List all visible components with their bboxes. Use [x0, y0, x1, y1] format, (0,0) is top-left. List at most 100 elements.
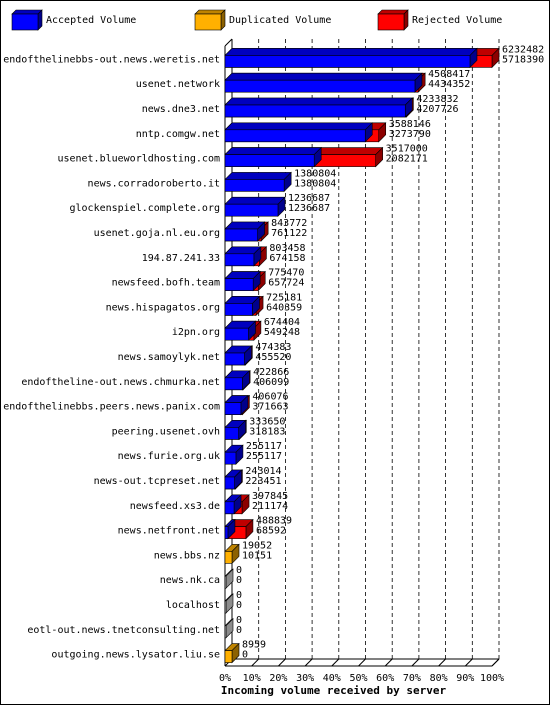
- bar-accepted: [224, 419, 247, 441]
- bar-accepted-front: [224, 352, 245, 366]
- value-total-label: 6232482: [502, 44, 544, 55]
- legend-item: Duplicated Volume: [194, 9, 331, 31]
- x-tick-label: 80%: [430, 673, 448, 684]
- value-accepted-label: 761122: [271, 228, 307, 239]
- value-total-label: 474383: [255, 342, 291, 353]
- bar-empty-front: [224, 575, 227, 589]
- server-label: news.corradoroberto.it: [88, 178, 220, 189]
- server-label: endofthelinebbs.peers.news.panix.com: [3, 402, 220, 413]
- bar-duplicated: [224, 543, 240, 565]
- bar-accepted-front: [224, 79, 416, 93]
- value-accepted-label: 371663: [252, 402, 288, 413]
- value-accepted-label: 4434352: [428, 79, 470, 90]
- server-label: news.netfront.net: [118, 526, 220, 537]
- value-total-label: 488839: [256, 516, 292, 527]
- bar-duplicated-front: [224, 650, 233, 663]
- x-tick-mark: [278, 658, 286, 667]
- bar-accepted-top: [224, 172, 292, 180]
- x-tick-label: 100%: [480, 673, 504, 684]
- legend-swatch-top: [11, 9, 43, 15]
- value-accepted-label: 3273790: [389, 129, 431, 140]
- server-label: usenet.blueworldhosting.com: [57, 154, 220, 165]
- bar-accepted-front: [224, 179, 285, 192]
- bar-accepted-front: [224, 526, 229, 539]
- legend-swatch-side: [403, 9, 409, 31]
- x-tick-mark: [358, 658, 366, 667]
- bar-accepted-top: [224, 48, 478, 56]
- value-accepted-label: 1236687: [288, 203, 330, 214]
- value-total-label: 1380804: [294, 168, 336, 179]
- server-label: newsfeed.bofh.team: [112, 278, 220, 289]
- x-axis-title: Incoming volume received by server: [221, 684, 447, 697]
- x-tick-label: 40%: [323, 673, 341, 684]
- x-tick-label: 0%: [219, 673, 231, 684]
- bar-accepted: [224, 47, 478, 69]
- legend-swatch: [377, 13, 405, 31]
- server-label: news.hispagatos.org: [106, 302, 220, 313]
- bar-empty-front: [224, 625, 227, 639]
- server-label: news.bbs.nz: [154, 550, 220, 561]
- bar-accepted: [224, 221, 266, 242]
- server-label: endofthelinebbs-out.news.weretis.net: [3, 54, 220, 65]
- value-total-label: 0: [236, 615, 242, 626]
- bar-accepted-top: [224, 122, 373, 131]
- bar-accepted: [224, 444, 244, 465]
- bar-accepted-front: [224, 476, 235, 490]
- server-label: news.furie.org.uk: [118, 451, 220, 462]
- value-total-label: 406076: [252, 392, 288, 403]
- x-tick-label: 30%: [296, 673, 314, 684]
- legend-swatch-top: [377, 9, 409, 15]
- bar-accepted-front: [224, 501, 235, 515]
- legend-swatch-side: [220, 9, 226, 31]
- value-total-label: 803458: [269, 243, 305, 254]
- value-accepted-label: 223451: [245, 476, 281, 487]
- server-label: news-out.tcpreset.net: [94, 476, 220, 487]
- bar-accepted-top: [224, 97, 413, 106]
- depth-edge-top: [224, 38, 233, 47]
- legend-swatch: [11, 13, 39, 31]
- server-label: peering.usenet.ovh: [112, 426, 220, 437]
- server-label: usenet.goja.nl.eu.org: [94, 228, 220, 239]
- bar-accepted: [224, 518, 236, 540]
- x-tick-mark: [384, 658, 393, 667]
- bar-empty-front: [224, 600, 227, 614]
- value-total-label: 3588146: [389, 119, 431, 130]
- x-tick-mark: [438, 658, 446, 667]
- x-tick-mark: [251, 658, 260, 667]
- x-tick-mark: [464, 658, 473, 667]
- server-label: eotl-out.news.tnetconsulting.net: [27, 625, 220, 636]
- bar-empty: [224, 618, 234, 639]
- x-tick-label: 10%: [243, 673, 261, 684]
- value-total-label: 422866: [253, 367, 289, 378]
- value-accepted-label: 4207726: [416, 104, 458, 115]
- bar-accepted-front: [224, 129, 366, 143]
- value-total-label: 725181: [266, 292, 302, 303]
- value-total-label: 674404: [264, 317, 300, 328]
- bar-accepted: [224, 72, 423, 93]
- legend-label: Duplicated Volume: [229, 15, 331, 26]
- bar-accepted-front: [224, 104, 406, 118]
- bar-accepted-top: [224, 147, 322, 155]
- x-tick-label: 90%: [456, 673, 474, 684]
- bar-accepted: [224, 146, 322, 168]
- x-tick-label: 50%: [349, 673, 367, 684]
- bar-accepted: [224, 122, 373, 143]
- value-total-label: 4508417: [428, 69, 470, 80]
- value-total-label: 19052: [242, 540, 272, 551]
- value-accepted-label: 455520: [255, 352, 291, 363]
- value-total-label: 397845: [252, 491, 288, 502]
- value-accepted-label: 657724: [268, 278, 304, 289]
- server-label: newsfeed.xs3.de: [130, 501, 220, 512]
- x-tick-mark: [411, 658, 420, 667]
- x-tick-mark: [304, 658, 313, 667]
- value-accepted-label: 0: [236, 625, 242, 636]
- bar-accepted-front: [224, 228, 258, 242]
- x-axis-corner: [491, 658, 500, 667]
- value-accepted-label: 10151: [242, 550, 272, 561]
- server-label: news.dne3.net: [142, 104, 220, 115]
- bar-accepted: [224, 295, 261, 317]
- bar-accepted: [224, 394, 249, 416]
- value-accepted-label: 211174: [252, 501, 288, 512]
- value-accepted-label: 318183: [249, 426, 285, 437]
